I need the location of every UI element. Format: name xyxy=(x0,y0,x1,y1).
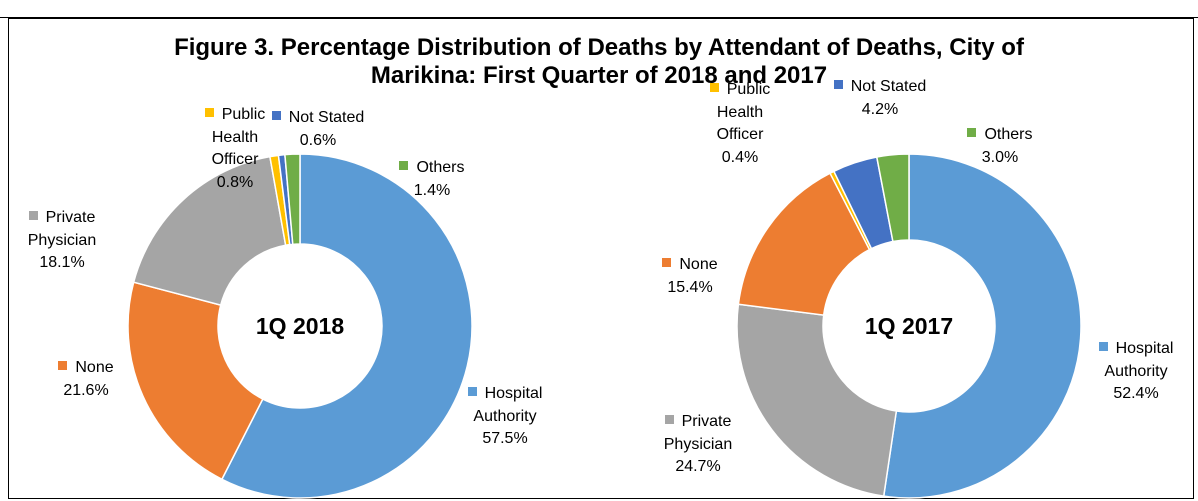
value-label: 24.7% xyxy=(675,458,721,475)
slice-label: None 15.4% xyxy=(645,254,735,299)
category-label: Public Health Officer xyxy=(716,81,771,143)
slice-label: Hospital Authority 57.5% xyxy=(455,383,555,451)
value-label: 3.0% xyxy=(981,148,1019,166)
donut-slice xyxy=(736,303,898,497)
legend-marker xyxy=(28,211,38,220)
category-label: Others xyxy=(984,126,1033,143)
legend-marker xyxy=(467,387,477,396)
center-label: 1Q 2017 xyxy=(865,313,953,339)
donut-slice xyxy=(220,153,473,499)
legend-marker xyxy=(399,161,409,170)
chart-frame xyxy=(8,18,1194,499)
value-label: 18.1% xyxy=(39,254,85,271)
donut-slice xyxy=(132,155,287,307)
slice-label: None 21.6% xyxy=(41,357,131,402)
value-label: 0.4% xyxy=(721,148,759,166)
category-label: Public Health Officer xyxy=(211,106,266,168)
slice-label: Not Stated 0.6% xyxy=(263,107,373,152)
legend-marker xyxy=(58,361,68,370)
category-label: None xyxy=(75,359,114,376)
category-label: Private Physician xyxy=(27,209,97,249)
slice-label: Hospital Authority 52.4% xyxy=(1086,338,1186,406)
legend-marker xyxy=(967,128,977,137)
donut-slice xyxy=(875,153,910,243)
category-label: Not Stated xyxy=(850,78,927,95)
value-label: 4.2% xyxy=(861,100,899,118)
legend-marker xyxy=(709,83,719,92)
legend-marker xyxy=(833,80,843,89)
category-label: Others xyxy=(416,159,465,176)
top-rule xyxy=(0,17,1198,18)
donut-slice xyxy=(127,281,264,481)
donut-slice xyxy=(882,153,1082,499)
category-label: Private Physician xyxy=(663,413,733,453)
legend-marker xyxy=(271,111,281,120)
legend-marker xyxy=(204,108,214,117)
slice-label: Public Health Officer 0.4% xyxy=(700,79,780,169)
category-label: Hospital Authority xyxy=(1104,340,1174,380)
value-label: 57.5% xyxy=(482,430,528,447)
legend-marker xyxy=(662,258,672,267)
category-label: None xyxy=(679,256,718,273)
slice-label: Public Health Officer 0.8% xyxy=(195,104,275,194)
value-label: 1.4% xyxy=(413,181,451,199)
donut-slice xyxy=(284,153,301,246)
slice-label: Private Physician 18.1% xyxy=(7,207,117,275)
value-label: 52.4% xyxy=(1113,385,1159,402)
slice-label: Others 3.0% xyxy=(955,124,1045,169)
value-label: 0.6% xyxy=(299,131,337,149)
value-label: 21.6% xyxy=(63,381,109,399)
value-label: 0.8% xyxy=(216,173,254,191)
value-label: 15.4% xyxy=(667,278,713,296)
slice-label: Not Stated 4.2% xyxy=(825,76,935,121)
slice-label: Private Physician 24.7% xyxy=(643,411,753,479)
legend-marker xyxy=(1098,342,1108,351)
legend-marker xyxy=(664,415,674,424)
donut-slice xyxy=(737,172,871,316)
center-label: 1Q 2018 xyxy=(256,313,344,339)
category-label: Hospital Authority xyxy=(473,385,543,425)
chart-title: Figure 3. Percentage Distribution of Dea… xyxy=(174,34,1024,89)
slice-label: Others 1.4% xyxy=(387,157,477,202)
category-label: Not Stated xyxy=(288,109,365,126)
